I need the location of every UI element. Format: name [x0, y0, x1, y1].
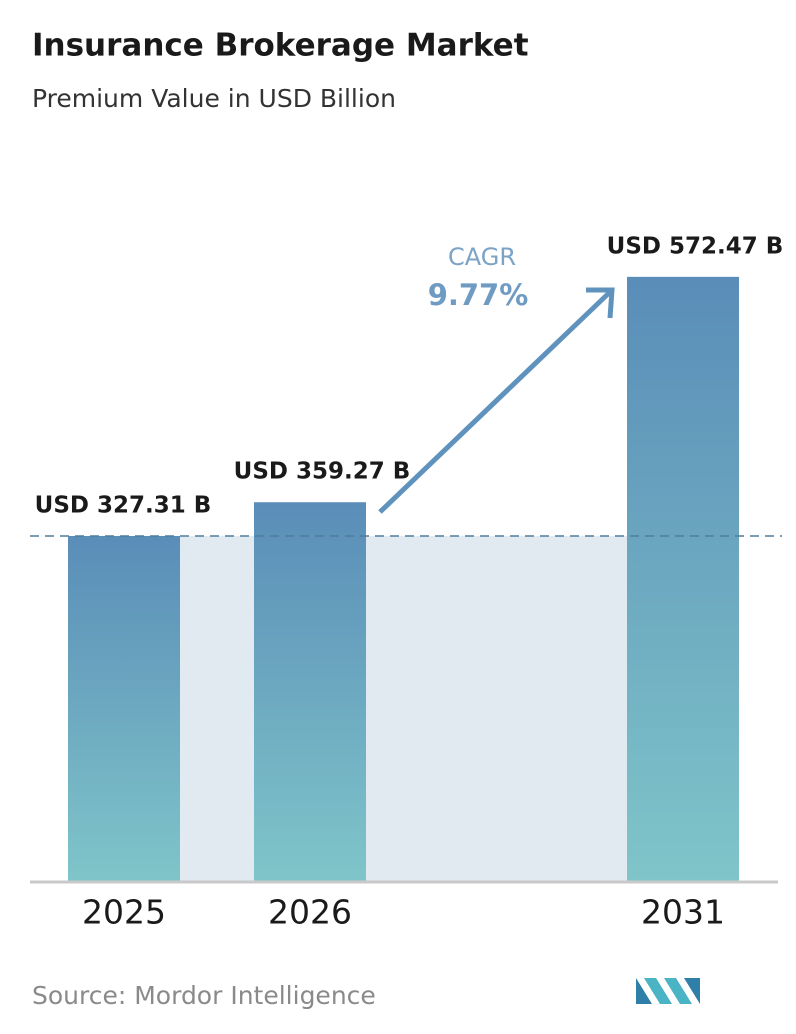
x-tick-label: 2025 — [82, 893, 166, 932]
value-label: USD 572.47 B — [607, 233, 784, 259]
bar — [627, 276, 739, 883]
cagr-arrow — [378, 290, 612, 514]
chart-title: Insurance Brokerage Market — [32, 28, 529, 64]
bar — [254, 502, 366, 882]
source: Source: Mordor Intelligence — [32, 981, 376, 1010]
bar — [68, 536, 180, 882]
logo — [636, 978, 700, 1004]
cagr-arrowhead — [586, 287, 615, 319]
cagr-label: CAGR — [448, 243, 516, 271]
chart-subtitle: Premium Value in USD Billion — [32, 84, 396, 113]
x-tick-label: 2026 — [268, 893, 352, 932]
value-label: USD 327.31 B — [35, 493, 212, 519]
x-tick-label: 2031 — [641, 893, 725, 932]
cagr-value: 9.77% — [428, 278, 529, 312]
value-label: USD 359.27 B — [234, 459, 411, 485]
